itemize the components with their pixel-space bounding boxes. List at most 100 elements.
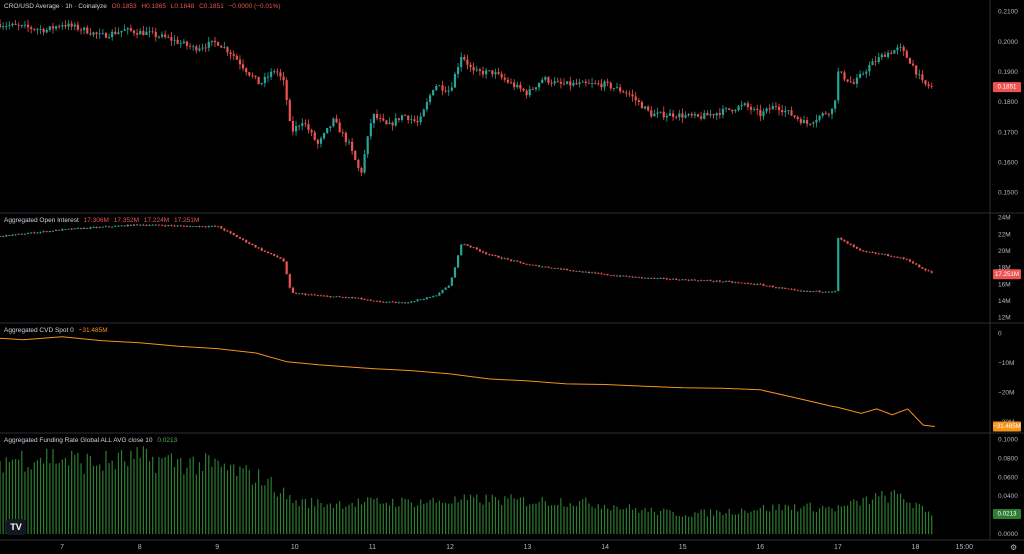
oi-candle: [139, 224, 142, 226]
oi-candle: [485, 252, 488, 255]
price-candle: [263, 76, 266, 84]
price-candle: [818, 115, 821, 120]
price-candle: [491, 70, 494, 75]
oi-candle: [743, 282, 746, 284]
price-candle: [270, 71, 273, 77]
price-candle: [14, 23, 17, 25]
oi-candle: [36, 232, 39, 234]
oi-candle: [497, 255, 500, 258]
oi-candle: [902, 257, 905, 259]
price-candle: [39, 28, 42, 30]
y-tick-label: 16M: [998, 281, 1011, 288]
price-candle: [809, 123, 812, 125]
oi-candle: [840, 237, 843, 240]
price-candle: [696, 114, 700, 117]
y-tick-label: 0.1700: [998, 129, 1018, 136]
price-candle: [566, 81, 569, 84]
price-candle: [678, 113, 681, 118]
price-candle: [444, 90, 447, 92]
price-candle: [310, 130, 313, 133]
price-candle: [746, 103, 749, 108]
price-candle: [855, 77, 859, 84]
price-candle: [238, 59, 242, 65]
price-candle: [849, 81, 852, 83]
oi-candle: [5, 235, 8, 237]
price-candle: [771, 106, 774, 110]
price-candle: [774, 106, 778, 107]
price-candle: [83, 27, 86, 31]
oi-candle: [793, 289, 796, 291]
price-candle: [5, 25, 8, 27]
last-value-tag: [993, 421, 1021, 432]
price-candle: [706, 113, 709, 116]
oi-candle: [812, 291, 815, 292]
oi-candle: [92, 227, 95, 228]
price-candle: [366, 136, 369, 155]
oi-candle: [39, 231, 42, 233]
oi-low: 17.224M: [143, 217, 170, 224]
price-candle: [48, 26, 51, 30]
oi-candle: [136, 224, 139, 226]
price-candle: [519, 84, 522, 89]
price-candle: [734, 110, 737, 112]
oi-candle: [413, 300, 416, 302]
oi-candle: [95, 227, 98, 228]
oi-candle: [622, 275, 625, 277]
price-candle: [104, 33, 108, 38]
oi-candle: [307, 294, 310, 296]
oi-candle: [893, 256, 896, 258]
tradingview-logo: TV: [6, 519, 26, 535]
oi-candle: [326, 295, 329, 297]
price-candle: [419, 116, 422, 123]
price-candle: [447, 90, 450, 92]
oi-candle: [834, 290, 837, 292]
price-candle: [95, 32, 98, 34]
price-candle: [908, 57, 912, 64]
y-tick-label: −20M: [998, 389, 1014, 396]
oi-candle: [360, 297, 363, 300]
oi-candle: [575, 270, 578, 272]
price-candle: [142, 30, 145, 35]
oi-candle: [344, 297, 347, 298]
oi-candle: [238, 237, 242, 239]
price-candle: [282, 76, 285, 81]
x-tick-label: 11: [369, 544, 376, 551]
oi-candle: [335, 296, 338, 298]
oi-candle: [890, 255, 893, 257]
y-tick-label: 0.1900: [998, 69, 1018, 76]
oi-candle: [519, 261, 522, 263]
price-candle: [516, 84, 519, 88]
price-candle: [718, 113, 721, 115]
oi-candle: [26, 233, 30, 235]
price-candle: [344, 132, 347, 142]
oi-candle: [453, 267, 457, 278]
price-candle: [880, 54, 883, 58]
price-candle: [410, 119, 413, 121]
oi-candle: [460, 244, 463, 256]
price-candle: [64, 25, 67, 27]
price-candle: [590, 83, 594, 84]
oi-candle: [728, 281, 731, 282]
oi-candle: [799, 290, 802, 292]
oi-candle: [391, 301, 394, 303]
oi-candle: [170, 225, 173, 227]
price-candle: [628, 93, 631, 95]
price-candle: [902, 46, 905, 52]
oi-candle: [23, 233, 27, 235]
price-candle: [332, 118, 335, 127]
y-tick-label: −10M: [998, 360, 1014, 367]
price-candle: [765, 108, 768, 112]
oi-candle: [522, 262, 525, 264]
oi-candle: [855, 246, 859, 249]
price-candle: [73, 24, 76, 27]
price-candle: [871, 61, 874, 66]
price-candle: [260, 83, 263, 85]
price-candle: [316, 139, 319, 144]
oi-candle: [304, 293, 307, 295]
oi-candle: [675, 278, 678, 280]
price-candle: [896, 47, 899, 51]
price-candle: [712, 114, 715, 116]
gear-icon[interactable]: ⚙: [1010, 543, 1018, 552]
price-candle: [749, 107, 753, 110]
price-candle: [441, 85, 444, 91]
